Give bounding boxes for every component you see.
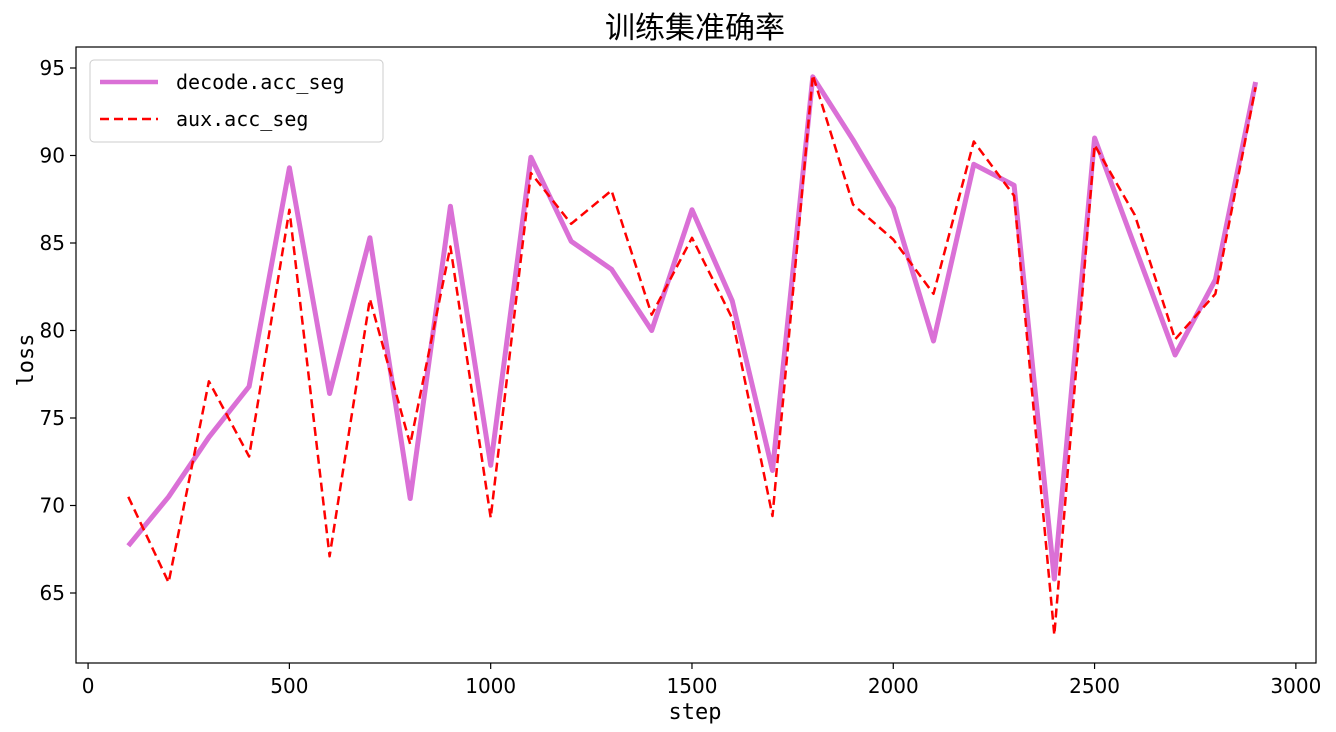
x-tick-label: 500: [270, 674, 308, 698]
x-tick-label: 2500: [1069, 674, 1120, 698]
legend-label-aux: aux.acc_seg: [176, 107, 308, 131]
series-line-decode-acc-seg: [126, 74, 1259, 582]
legend-box: [89, 59, 384, 143]
y-axis-label: loss: [14, 334, 39, 387]
x-axis: 0 500 1000 1500 2000 2500 3000: [82, 663, 1321, 698]
x-tick-label: 3000: [1270, 674, 1321, 698]
series-line-aux-acc-seg: [127, 73, 1257, 637]
plot-area: [126, 73, 1259, 637]
y-tick-label: 80: [40, 319, 65, 343]
y-axis: 65 70 75 80 85 90 95: [40, 56, 76, 605]
x-tick-label: 2000: [868, 674, 919, 698]
y-tick-label: 95: [40, 56, 65, 80]
y-tick-label: 75: [40, 406, 65, 430]
x-tick-label: 0: [82, 674, 95, 698]
y-tick-label: 70: [40, 494, 65, 518]
x-tick-label: 1500: [667, 674, 718, 698]
legend: decode.acc_seg aux.acc_seg: [89, 59, 384, 143]
x-axis-label: step: [669, 700, 722, 725]
y-tick-label: 85: [40, 231, 65, 255]
x-tick-label: 1000: [465, 674, 516, 698]
y-tick-label: 90: [40, 144, 65, 168]
legend-label-decode: decode.acc_seg: [176, 70, 345, 94]
chart-title: 训练集准确率: [605, 11, 785, 46]
plot-frame: [75, 46, 1317, 664]
y-tick-label: 65: [40, 581, 65, 605]
